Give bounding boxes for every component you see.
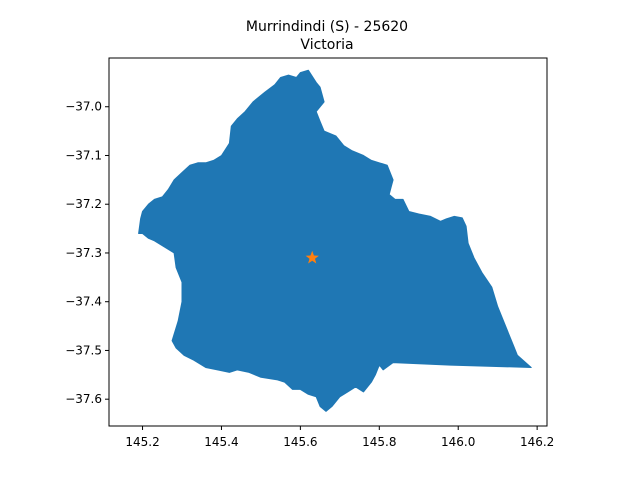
y-tick-label: −37.1 [65, 148, 102, 162]
region-shape [138, 69, 532, 412]
y-axis: −37.0 −37.1 −37.2 −37.3 −37.4 −37.5 −37.6 [65, 100, 109, 406]
x-tick-label: 145.4 [204, 435, 238, 449]
y-tick-label: −37.3 [65, 246, 102, 260]
map-title-line2: Victoria [300, 37, 353, 53]
y-tick-label: −37.2 [65, 197, 102, 211]
plot-area [138, 69, 532, 412]
x-axis: 145.2 145.4 145.6 145.8 146.0 146.2 [125, 426, 554, 449]
x-tick-label: 145.8 [362, 435, 396, 449]
y-tick-label: −37.6 [65, 392, 102, 406]
x-tick-label: 145.6 [283, 435, 317, 449]
centroid-star-marker [305, 250, 319, 264]
y-tick-label: −37.0 [65, 100, 102, 114]
y-tick-label: −37.4 [65, 295, 102, 309]
x-tick-label: 145.2 [125, 435, 159, 449]
axes-frame [108, 57, 548, 427]
map-title-line1: Murrindindi (S) - 25620 [246, 19, 408, 35]
x-tick-label: 146.0 [441, 435, 475, 449]
x-tick-label: 146.2 [520, 435, 554, 449]
y-tick-label: −37.5 [65, 343, 102, 357]
